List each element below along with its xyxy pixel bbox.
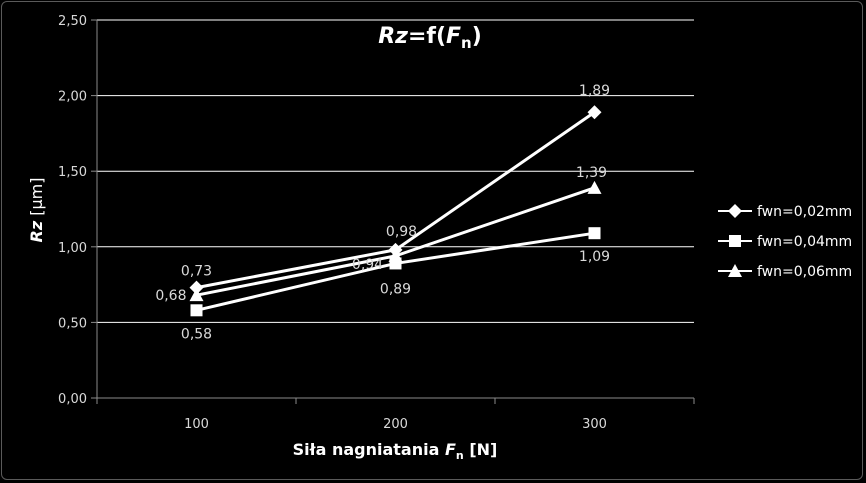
square-marker [588, 227, 601, 240]
x-axis-title: Siła nagniatania Fn [N] [293, 440, 498, 462]
triangle-marker [189, 288, 204, 302]
data-label: 0,94 [352, 257, 383, 273]
y-tick-label: 2,50 [58, 14, 87, 29]
legend-label: fwn=0,04mm [757, 234, 852, 250]
chart-title: Rz=f(Fn) [378, 24, 482, 52]
x-tick-label: 300 [582, 417, 607, 432]
legend-label: fwn=0,06mm [757, 264, 852, 280]
y-tick-label: 1,00 [58, 241, 87, 256]
legend: fwn=0,02mm fwn=0,04mm fwn=0,06mm [718, 204, 852, 280]
diamond-marker [189, 280, 204, 295]
data-label: 0,89 [380, 281, 411, 297]
y-tick-label: 0,50 [58, 316, 87, 331]
y-tick-label: 1,50 [58, 165, 87, 180]
triangle-marker [728, 264, 742, 277]
data-label: 0,73 [181, 264, 212, 280]
data-label: 0,98 [386, 224, 417, 240]
y-tick-label: 0,00 [58, 392, 87, 407]
triangle-marker [587, 180, 602, 194]
series-square [190, 227, 601, 317]
diamond-marker [728, 204, 742, 218]
data-label-layer: 0,73 0,98 1,89 0,58 0,89 1,09 0,68 0,94 1,39 [155, 83, 610, 342]
square-marker [190, 304, 203, 317]
data-label: 1,09 [579, 249, 610, 265]
data-label: 0,58 [181, 326, 212, 342]
x-tick-label: 100 [184, 417, 209, 432]
legend-item: fwn=0,02mm [718, 204, 852, 220]
axis-layer: 0,00 0,50 1,00 1,50 2,00 2,50 100 200 300 [58, 14, 695, 432]
series-layer [189, 105, 602, 317]
series-triangle [189, 180, 602, 302]
legend-label: fwn=0,02mm [757, 204, 852, 220]
x-tick-label: 200 [383, 417, 408, 432]
data-label: 1,89 [579, 83, 610, 99]
triangle-marker [388, 248, 403, 262]
data-label: 0,68 [155, 288, 186, 304]
legend-item: fwn=0,06mm [718, 264, 852, 280]
data-label: 1,39 [576, 165, 607, 181]
square-marker [729, 235, 741, 247]
y-tick-label: 2,00 [58, 90, 87, 105]
y-axis-title: Rz [µm] [27, 178, 46, 243]
legend-item: fwn=0,04mm [718, 234, 852, 250]
diamond-marker [587, 105, 602, 120]
